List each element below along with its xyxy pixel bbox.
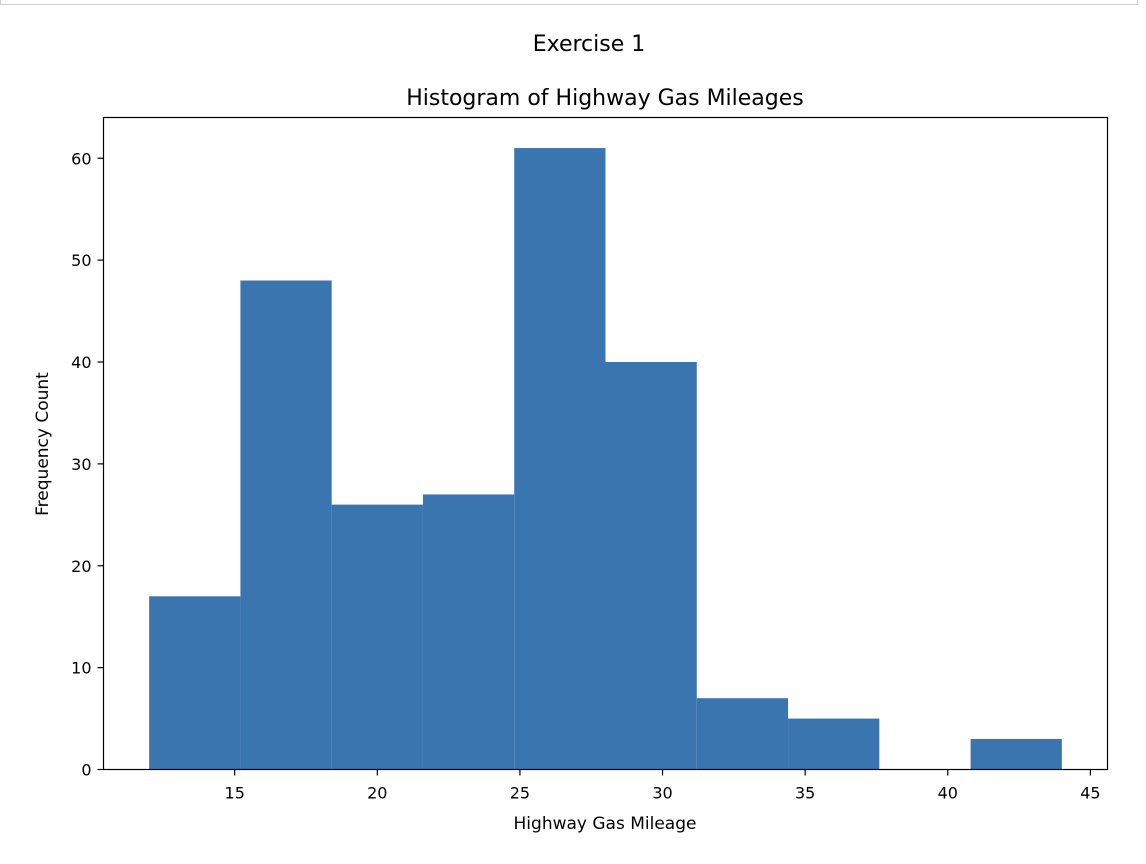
x-axis-ticks: 15 20 25 30 35 40 45 — [225, 769, 1101, 803]
histogram-bar — [331, 504, 423, 770]
x-tick-label: 35 — [795, 784, 815, 803]
x-tick-label: 15 — [225, 784, 245, 803]
x-tick-label: 20 — [367, 784, 387, 803]
histogram-bar — [514, 148, 606, 770]
y-axis-ticks: 0 10 20 30 40 50 60 — [71, 149, 104, 780]
y-tick-label: 50 — [71, 251, 91, 270]
figure-suptitle: Exercise 1 — [533, 32, 646, 57]
histogram-bar — [970, 738, 1062, 770]
histogram-bar — [240, 280, 332, 770]
x-tick-label: 40 — [938, 784, 958, 803]
histogram-bar — [605, 362, 697, 770]
axes-frame — [102, 116, 1109, 771]
histogram-bars — [149, 148, 1062, 770]
y-tick-label: 20 — [71, 557, 91, 576]
x-tick-label: 25 — [510, 784, 530, 803]
x-tick-label: 30 — [652, 784, 672, 803]
y-tick-label: 30 — [71, 455, 91, 474]
y-tick-label: 0 — [81, 761, 91, 780]
cell-border — [0, 0, 1138, 5]
chart-title: Histogram of Highway Gas Mileages — [406, 86, 804, 111]
x-tick-label: 45 — [1080, 784, 1100, 803]
histogram-bar — [788, 718, 880, 770]
y-axis-label: Frequency Count — [33, 372, 53, 516]
histogram-bar — [422, 494, 515, 770]
y-tick-label: 10 — [71, 659, 91, 678]
y-tick-label: 60 — [71, 149, 91, 168]
x-axis-label: Highway Gas Mileage — [514, 814, 697, 834]
histogram-bar — [149, 596, 241, 770]
histogram-bar — [696, 698, 789, 770]
y-tick-label: 40 — [71, 353, 91, 372]
